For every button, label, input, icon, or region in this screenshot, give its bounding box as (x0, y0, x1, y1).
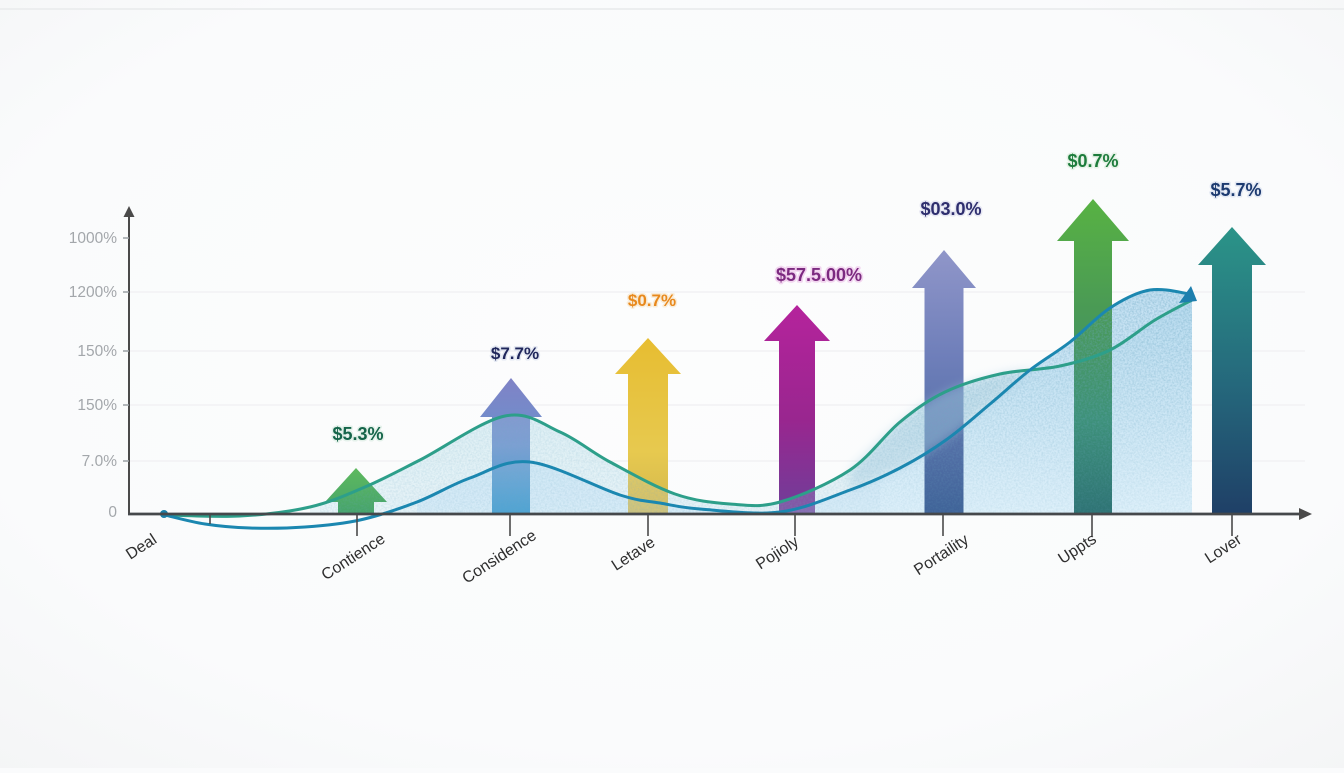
svg-text:$57.5.00%: $57.5.00% (776, 265, 862, 285)
svg-text:1000%: 1000% (69, 230, 117, 247)
svg-text:0: 0 (108, 504, 117, 521)
svg-text:$7.7%: $7.7% (491, 344, 539, 363)
svg-text:7.0%: 7.0% (82, 453, 118, 470)
svg-text:$5.3%: $5.3% (332, 424, 383, 444)
svg-text:$03.0%: $03.0% (920, 199, 981, 219)
svg-text:$5.7%: $5.7% (1210, 180, 1261, 200)
svg-text:150%: 150% (77, 397, 117, 414)
svg-text:$0.7%: $0.7% (1067, 151, 1118, 171)
svg-text:$0.7%: $0.7% (628, 291, 676, 310)
svg-text:1200%: 1200% (69, 284, 117, 301)
svg-text:150%: 150% (77, 343, 117, 360)
